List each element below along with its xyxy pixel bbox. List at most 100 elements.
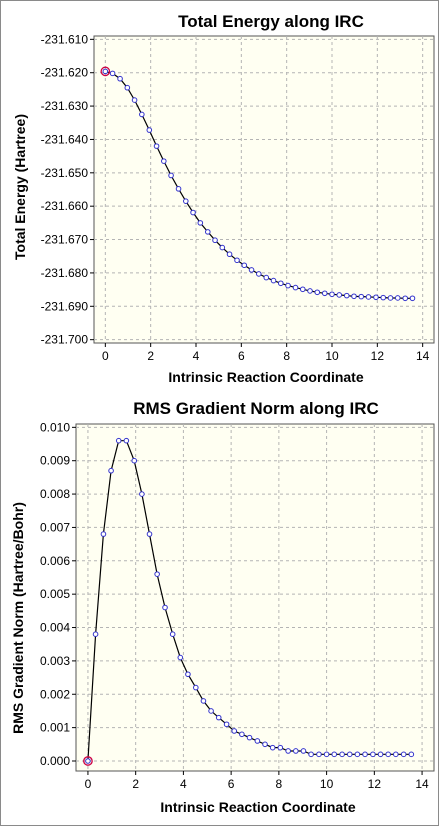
x-tick-label: 14 <box>415 777 429 791</box>
data-point <box>263 274 270 281</box>
y-tick-label: -231.650 <box>41 166 89 180</box>
data-point <box>234 257 240 264</box>
data-point <box>343 292 350 299</box>
y-tick-label: 0.008 <box>40 487 70 501</box>
y-tick-label: 0.002 <box>40 687 70 701</box>
x-tick-label: 2 <box>147 349 154 363</box>
data-point <box>336 292 343 298</box>
data-point <box>200 698 207 704</box>
data-point <box>314 289 321 296</box>
data-point <box>215 714 222 721</box>
data-point <box>358 293 365 300</box>
data-point <box>123 437 130 444</box>
x-tick-label: 8 <box>283 349 290 363</box>
y-tick-label: -231.640 <box>41 132 89 146</box>
y-axis-label: Total Energy (Hartree) <box>12 114 28 260</box>
chart-title: RMS Gradient Norm along IRC <box>133 399 379 418</box>
plot-area <box>93 35 435 344</box>
data-point <box>387 295 394 301</box>
data-point <box>162 604 168 611</box>
data-point <box>226 251 233 258</box>
data-point <box>270 277 277 284</box>
data-point <box>223 721 230 728</box>
y-tick-label: -231.700 <box>41 333 89 347</box>
data-point <box>380 294 387 301</box>
data-point <box>241 262 248 269</box>
x-tick-label: 2 <box>132 777 139 791</box>
data-point <box>269 744 276 751</box>
x-tick-label: 14 <box>416 349 430 363</box>
data-point <box>139 111 145 118</box>
data-point <box>183 198 189 204</box>
y-tick-label: 0.004 <box>40 621 70 635</box>
data-point <box>208 708 214 714</box>
data-point <box>146 531 153 537</box>
y-tick-label: 0.009 <box>40 454 70 468</box>
chart-title: Total Energy along IRC <box>178 12 364 31</box>
data-point <box>115 437 122 444</box>
x-tick-label: 10 <box>325 349 339 363</box>
data-point <box>248 267 255 273</box>
gradient-chart-panel: RMS Gradient Norm along IRC Intrinsic Re… <box>1 393 438 825</box>
data-point <box>231 728 238 734</box>
data-point <box>153 143 160 149</box>
data-point <box>168 172 174 179</box>
data-point <box>299 286 306 293</box>
data-point <box>400 751 407 758</box>
data-point <box>370 751 376 758</box>
data-point <box>339 751 345 758</box>
data-point <box>254 738 261 744</box>
y-tick-label: -231.620 <box>41 66 89 80</box>
y-tick-label: -231.660 <box>41 199 89 213</box>
x-axis-label: Intrinsic Reaction Coordinate <box>160 799 355 815</box>
plot-area <box>75 423 435 772</box>
data-point <box>109 70 116 77</box>
x-tick-label: 10 <box>320 777 334 791</box>
data-point <box>354 751 361 758</box>
data-point <box>117 75 123 82</box>
data-point <box>308 751 314 758</box>
data-point <box>219 244 226 251</box>
data-point <box>124 84 131 91</box>
y-axis-label: RMS Gradient Norm (Hartree/Bohr) <box>10 502 26 734</box>
data-point <box>316 751 322 758</box>
y-tick-label: -231.680 <box>41 266 89 280</box>
data-point <box>292 284 299 291</box>
current-point-marker <box>83 756 93 766</box>
data-point <box>393 751 399 758</box>
data-point <box>373 294 379 301</box>
data-point <box>321 290 328 297</box>
data-point <box>246 734 253 741</box>
gradient-chart: RMS Gradient Norm along IRC Intrinsic Re… <box>10 399 435 815</box>
data-point <box>385 751 391 758</box>
x-tick-label: 12 <box>371 349 385 363</box>
data-point <box>277 280 284 287</box>
y-tick-label: -231.690 <box>41 299 89 313</box>
y-tick-label: -231.670 <box>41 233 89 247</box>
data-point <box>185 671 191 678</box>
data-point <box>100 531 107 537</box>
data-point <box>377 751 384 758</box>
data-point <box>108 467 114 474</box>
data-point <box>175 186 182 192</box>
data-point <box>177 654 184 661</box>
data-point <box>409 295 416 302</box>
data-point <box>255 271 262 277</box>
data-point <box>169 631 176 638</box>
data-point <box>131 97 138 103</box>
data-point <box>277 744 284 751</box>
data-point <box>262 741 268 748</box>
data-point <box>293 748 299 754</box>
y-tick-label: 0.003 <box>40 654 70 668</box>
y-tick-label: 0.006 <box>40 554 70 568</box>
y-tick-label: -231.610 <box>41 32 89 46</box>
data-point <box>402 295 409 302</box>
data-point <box>351 293 357 300</box>
current-point-marker <box>100 66 111 77</box>
data-point <box>146 127 153 133</box>
x-tick-label: 6 <box>238 349 245 363</box>
data-point <box>307 288 313 294</box>
data-point <box>394 295 401 301</box>
x-tick-label: 8 <box>276 777 283 791</box>
y-tick-label: 0.001 <box>40 721 70 735</box>
